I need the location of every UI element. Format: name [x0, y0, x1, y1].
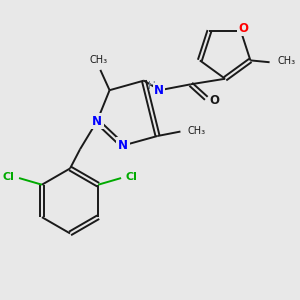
Text: CH₃: CH₃	[89, 55, 108, 65]
Text: N: N	[118, 139, 128, 152]
Text: Cl: Cl	[3, 172, 15, 182]
Text: O: O	[238, 22, 248, 35]
Text: O: O	[209, 94, 219, 107]
Text: CH₃: CH₃	[278, 56, 296, 67]
Text: H: H	[148, 81, 155, 91]
Text: N: N	[154, 84, 164, 97]
Text: N: N	[92, 115, 102, 128]
Text: Cl: Cl	[125, 172, 137, 182]
Text: CH₃: CH₃	[187, 126, 205, 136]
